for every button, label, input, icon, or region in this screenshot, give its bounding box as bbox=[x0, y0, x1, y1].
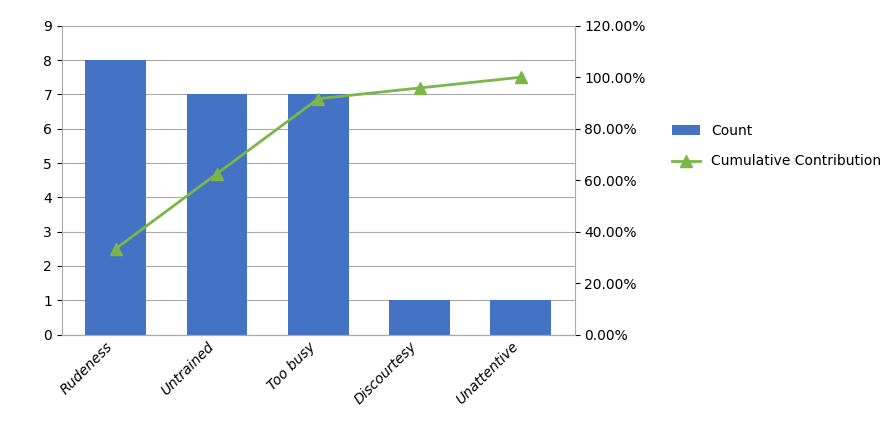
Bar bbox=[187, 94, 248, 335]
Bar bbox=[389, 300, 450, 335]
Bar bbox=[85, 60, 146, 335]
Bar bbox=[491, 300, 552, 335]
Bar bbox=[288, 94, 348, 335]
Legend: Count, Cumulative Contribution: Count, Cumulative Contribution bbox=[659, 110, 884, 182]
